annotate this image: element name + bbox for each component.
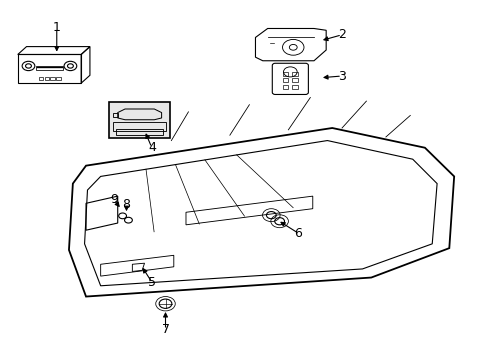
Bar: [39, 77, 43, 80]
Text: 1: 1: [53, 21, 61, 34]
Bar: [282, 72, 288, 76]
Bar: [36, 66, 63, 70]
Text: 5: 5: [147, 276, 156, 289]
Bar: [56, 77, 61, 80]
Text: 6: 6: [294, 226, 302, 239]
Bar: [109, 102, 170, 138]
Bar: [282, 78, 288, 82]
Bar: [282, 85, 288, 89]
Bar: [292, 85, 298, 89]
Text: 7: 7: [161, 323, 169, 336]
Bar: [292, 78, 298, 82]
Bar: [116, 129, 163, 135]
Text: 9: 9: [110, 193, 118, 206]
Text: 3: 3: [337, 69, 345, 82]
Bar: [44, 77, 49, 80]
Text: 4: 4: [147, 141, 156, 154]
Text: 2: 2: [337, 28, 345, 41]
Bar: [292, 72, 298, 76]
Bar: [50, 77, 55, 80]
Text: 8: 8: [122, 198, 130, 211]
Bar: [113, 122, 166, 131]
